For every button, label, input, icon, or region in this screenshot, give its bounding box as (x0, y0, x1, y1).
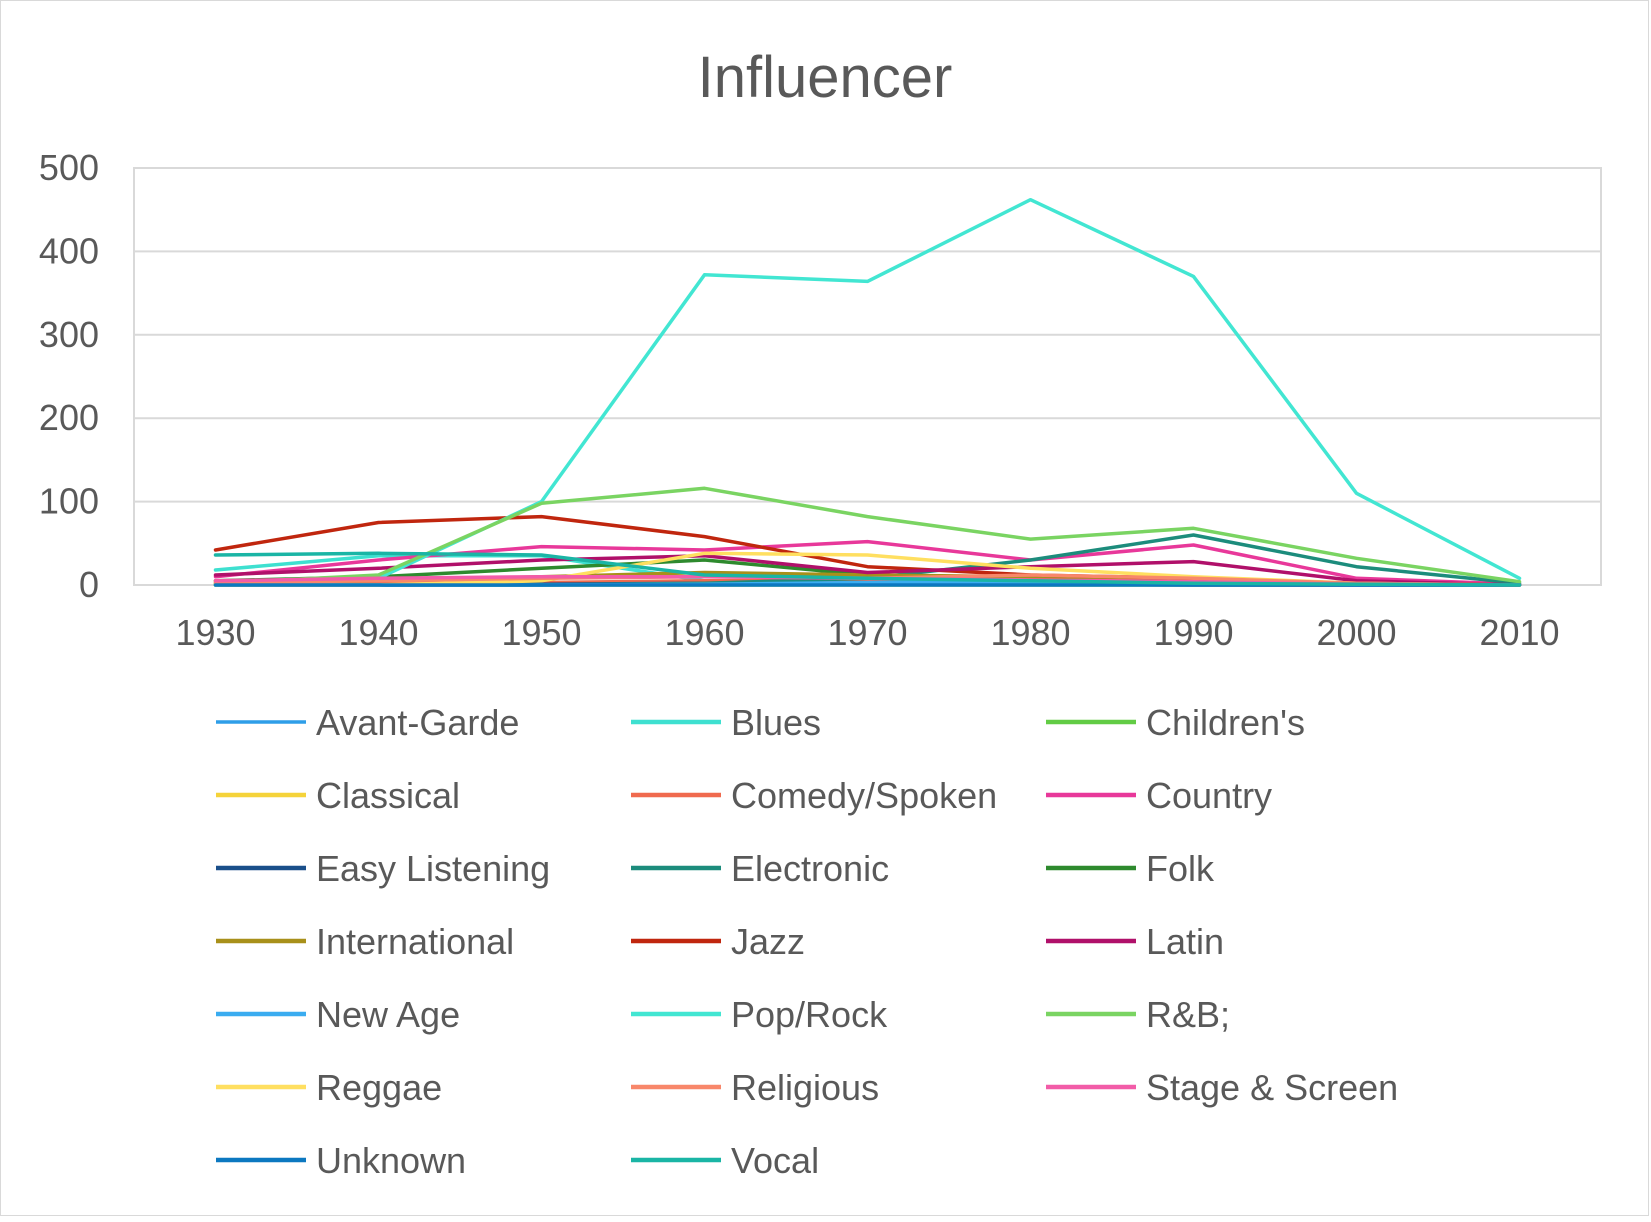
legend-label: Electronic (731, 848, 889, 889)
legend-label: Folk (1146, 848, 1215, 889)
y-axis-ticks: 0 100 200 300 400 500 (39, 147, 99, 605)
y-tick-label: 0 (79, 564, 99, 605)
x-tick-label: 1930 (175, 612, 255, 653)
gridlines (133, 167, 1602, 586)
x-tick-label: 2000 (1316, 612, 1396, 653)
legend-label: Easy Listening (316, 848, 550, 889)
legend-label: Avant-Garde (316, 702, 519, 743)
legend-label: Unknown (316, 1140, 466, 1181)
legend-label: Vocal (731, 1140, 819, 1181)
legend-label: Comedy/Spoken (731, 775, 997, 816)
chart-title: Influencer (698, 45, 953, 110)
series-line (213, 197, 1522, 587)
series-line (213, 554, 1522, 587)
x-tick-label: 1980 (990, 612, 1070, 653)
legend-label: Jazz (731, 921, 805, 962)
legend-label: Classical (316, 775, 460, 816)
legend-label: Latin (1146, 921, 1224, 962)
plot-area-border (133, 167, 1602, 586)
y-tick-label: 500 (39, 147, 99, 188)
legend-label: Pop/Rock (731, 994, 888, 1035)
y-tick-label: 200 (39, 397, 99, 438)
series-line (213, 551, 1522, 587)
series-lines (213, 197, 1522, 587)
legend-label: International (316, 921, 514, 962)
legend-label: New Age (316, 994, 460, 1035)
legend-label: Country (1146, 775, 1272, 816)
legend-label: Religious (731, 1067, 879, 1108)
legend: Avant-Garde Blues Children's Classical Comed… (216, 702, 1398, 1181)
x-tick-label: 1960 (664, 612, 744, 653)
y-tick-label: 100 (39, 481, 99, 522)
legend-label: R&B; (1146, 994, 1230, 1035)
x-tick-label: 1970 (827, 612, 907, 653)
y-tick-label: 400 (39, 230, 99, 271)
x-tick-label: 1940 (338, 612, 418, 653)
series-line (213, 486, 1522, 586)
legend-label: Blues (731, 702, 821, 743)
x-tick-label: 1990 (1153, 612, 1233, 653)
legend-label: Stage & Screen (1146, 1067, 1398, 1108)
legend-label: Children's (1146, 702, 1305, 743)
x-axis-ticks: 1930 1940 1950 1960 1970 1980 1990 2000 2010 (175, 612, 1559, 653)
legend-label: Reggae (316, 1067, 442, 1108)
x-tick-label: 1950 (501, 612, 581, 653)
x-tick-label: 2010 (1479, 612, 1559, 653)
y-tick-label: 300 (39, 314, 99, 355)
